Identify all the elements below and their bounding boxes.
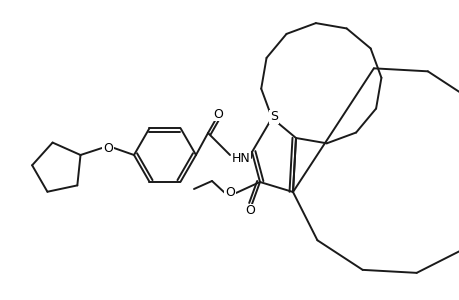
- Text: O: O: [245, 205, 254, 218]
- Text: O: O: [224, 187, 235, 200]
- Text: HN: HN: [231, 152, 250, 164]
- Text: S: S: [269, 110, 277, 124]
- Text: O: O: [103, 142, 113, 154]
- Text: O: O: [213, 107, 223, 121]
